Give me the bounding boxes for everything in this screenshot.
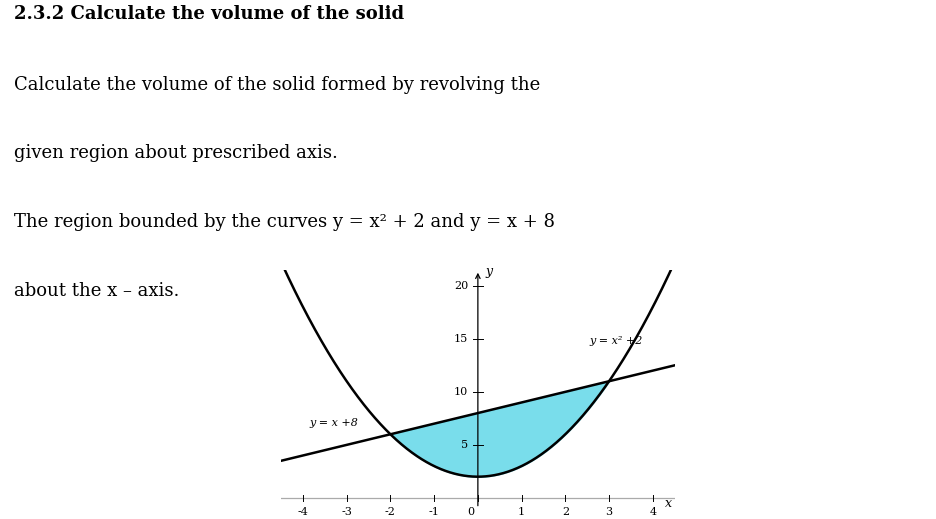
Text: y: y (485, 265, 492, 278)
Text: -3: -3 (341, 508, 352, 517)
Text: 1: 1 (518, 508, 524, 517)
Text: 0: 0 (467, 508, 475, 517)
Text: -1: -1 (429, 508, 439, 517)
Text: given region about prescribed axis.: given region about prescribed axis. (14, 144, 338, 162)
Text: 2: 2 (562, 508, 568, 517)
Text: 15: 15 (454, 334, 468, 344)
Text: x: x (664, 497, 671, 511)
Text: -4: -4 (298, 508, 308, 517)
Text: about the x – axis.: about the x – axis. (14, 282, 179, 300)
Text: y = x +8: y = x +8 (309, 418, 358, 428)
Text: The region bounded by the curves y = x² + 2 and y = x + 8: The region bounded by the curves y = x² … (14, 213, 554, 231)
Text: y = x² +2: y = x² +2 (589, 336, 642, 346)
Text: 5: 5 (461, 440, 468, 450)
Text: 20: 20 (454, 281, 468, 291)
Text: 4: 4 (649, 508, 655, 517)
Text: 3: 3 (605, 508, 612, 517)
Text: -2: -2 (385, 508, 395, 517)
Text: Calculate the volume of the solid formed by revolving the: Calculate the volume of the solid formed… (14, 76, 540, 93)
Text: 10: 10 (454, 387, 468, 397)
Text: 2.3.2 Calculate the volume of the solid: 2.3.2 Calculate the volume of the solid (14, 5, 403, 23)
